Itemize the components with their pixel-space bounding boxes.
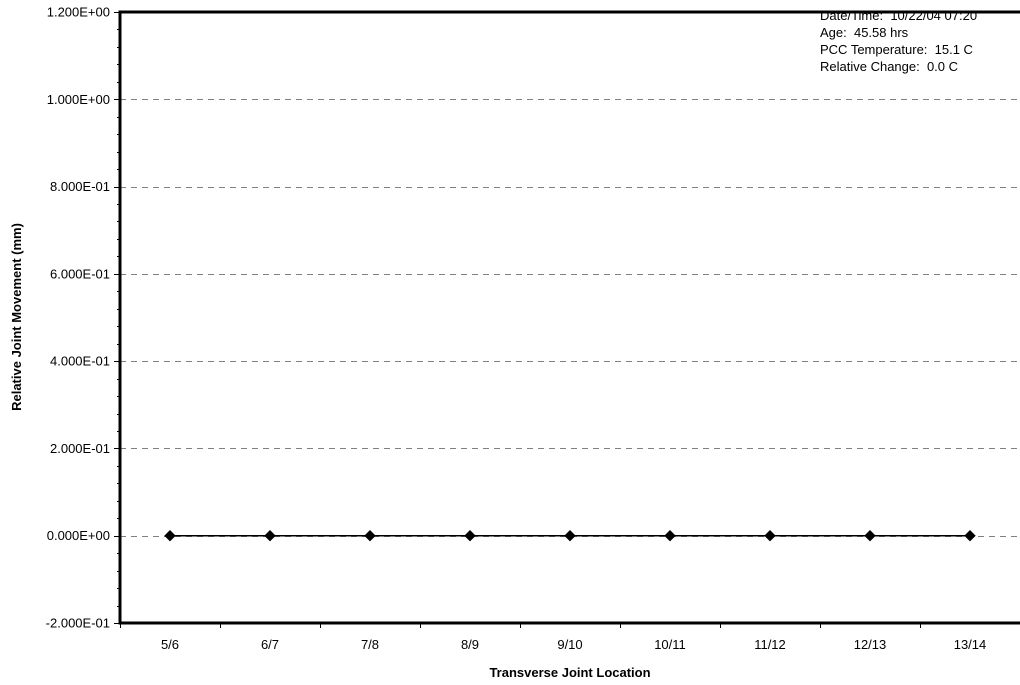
x-tick-label: 13/14	[954, 637, 987, 652]
y-tick-label: 6.000E-01	[50, 266, 110, 281]
data-point-marker	[964, 530, 976, 542]
annotation-age: Age: 45.58 hrs	[820, 25, 909, 40]
y-tick-label: 1.000E+00	[47, 92, 110, 107]
data-point-marker	[264, 530, 276, 542]
annotation-pcc-temperature: PCC Temperature: 15.1 C	[820, 42, 973, 57]
x-tick-label: 12/13	[854, 637, 887, 652]
y-tick-label: 1.200E+00	[47, 5, 110, 20]
data-point-marker	[564, 530, 576, 542]
x-axis-ticks: 5/6 6/7 7/8 8/9 9/10 10/11 11/12 12/13 13/14	[120, 623, 987, 652]
data-point-marker	[664, 530, 676, 542]
y-tick-label: 2.000E-01	[50, 441, 110, 456]
gridlines	[120, 99, 1020, 537]
x-tick-label: 6/7	[261, 637, 279, 652]
annotation-relative-change: Relative Change: 0.0 C	[820, 59, 958, 74]
x-tick-label: 9/10	[557, 637, 582, 652]
annotation-datetime: Date/Time: 10/22/04 07:20	[820, 8, 977, 23]
data-series	[164, 530, 976, 542]
y-tick-label: -2.000E-01	[46, 616, 110, 631]
axes	[118, 10, 1020, 625]
annotation-box: Date/Time: 10/22/04 07:20 Age: 45.58 hrs…	[820, 8, 977, 74]
x-tick-label: 7/8	[361, 637, 379, 652]
data-point-marker	[764, 530, 776, 542]
y-tick-label: 4.000E-01	[50, 354, 110, 369]
data-point-marker	[364, 530, 376, 542]
y-tick-label: 0.000E+00	[47, 528, 110, 543]
data-point-marker	[164, 530, 176, 542]
y-tick-label: 8.000E-01	[50, 179, 110, 194]
x-tick-label: 8/9	[461, 637, 479, 652]
y-axis-title: Relative Joint Movement (mm)	[9, 223, 24, 411]
x-axis-title: Transverse Joint Location	[489, 665, 650, 680]
data-point-marker	[464, 530, 476, 542]
y-axis-ticks: 1.200E+00 1.000E+00 8.000E-01 6.000E-01 4.00…	[46, 5, 120, 631]
x-tick-label: 11/12	[754, 637, 786, 652]
data-point-marker	[864, 530, 876, 542]
x-tick-label: 10/11	[654, 637, 686, 652]
x-tick-label: 5/6	[161, 637, 179, 652]
